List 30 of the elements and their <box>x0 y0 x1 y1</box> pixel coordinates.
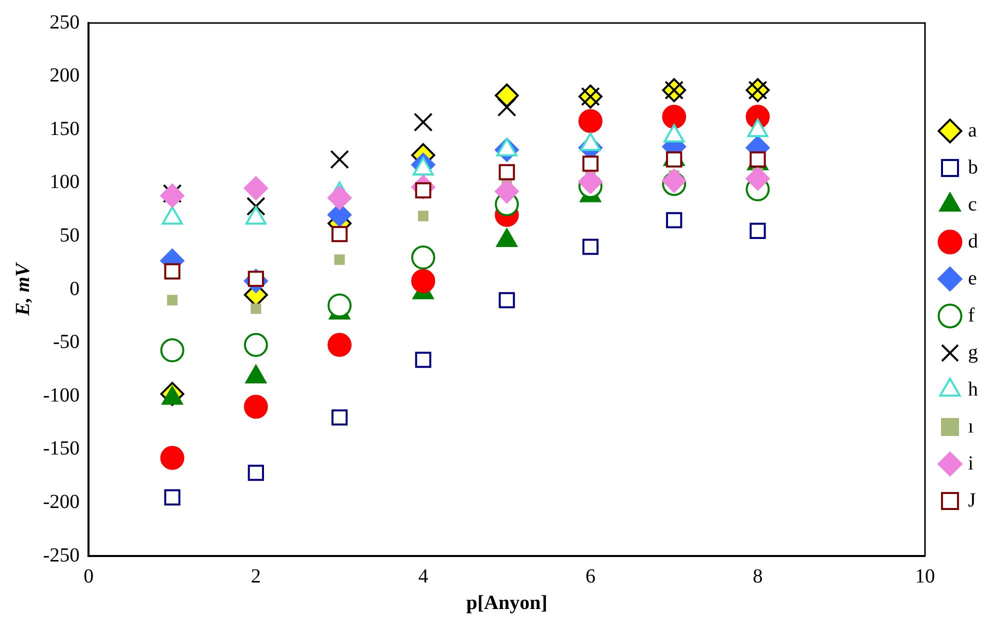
y-tick-label: -150 <box>42 438 80 460</box>
y-axis-title: E, mV <box>12 262 34 317</box>
legend-label: ı <box>968 415 974 438</box>
legend-label: a <box>968 119 977 142</box>
x-tick-label: 6 <box>585 565 596 588</box>
x-tick-label: 2 <box>250 565 261 588</box>
x-tick-label: 10 <box>915 565 935 588</box>
y-tick-label: -200 <box>42 490 80 513</box>
legend-label: c <box>968 193 977 216</box>
legend-label: e <box>968 267 977 290</box>
legend-label: i <box>968 452 974 474</box>
x-tick-label: 8 <box>752 565 763 588</box>
y-tick-label: 50 <box>60 224 80 246</box>
y-tick-label: 200 <box>50 64 80 87</box>
legend-label: d <box>968 230 978 252</box>
y-tick-label: 100 <box>50 171 80 194</box>
y-tick-label: 250 <box>50 11 80 34</box>
legend-label: g <box>968 341 978 364</box>
legend-label: J <box>968 489 976 512</box>
y-tick-label: -100 <box>42 384 80 406</box>
y-tick-label: -50 <box>52 331 80 354</box>
y-tick-label: 0 <box>70 278 80 300</box>
legend-label: h <box>968 378 978 400</box>
x-tick-label: 4 <box>418 565 428 588</box>
x-tick-label: 0 <box>84 565 94 588</box>
legend-label: b <box>968 156 978 178</box>
legend-label: f <box>968 304 975 326</box>
y-tick-label: -250 <box>42 544 80 566</box>
y-tick-label: 150 <box>50 118 80 140</box>
x-axis-title: p[Anyon] <box>466 592 548 614</box>
